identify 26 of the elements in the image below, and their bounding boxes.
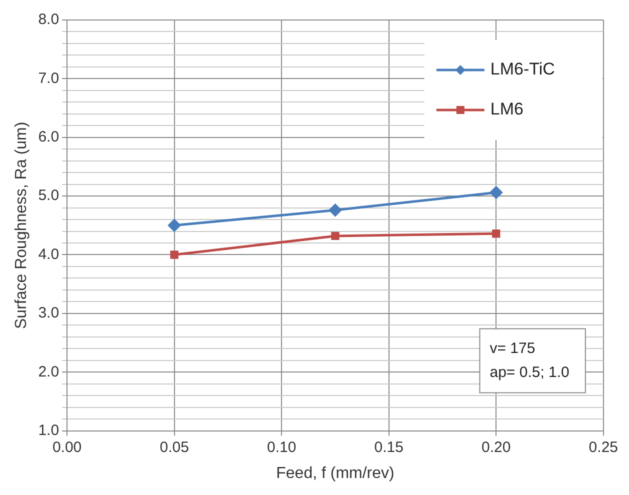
x-tick-label: 0.05 xyxy=(160,438,189,456)
point xyxy=(492,230,500,238)
x-tick-label: 0.10 xyxy=(266,438,296,456)
annotation: ap= 0.5; 1.0 xyxy=(490,364,570,381)
y-tick-label: 3.0 xyxy=(38,304,60,322)
point xyxy=(328,204,342,216)
x-tick-label: 0.00 xyxy=(52,438,82,456)
point xyxy=(168,219,181,232)
point xyxy=(490,186,502,199)
legend-label: LM6 xyxy=(490,100,524,119)
y-tick-label: 4.0 xyxy=(38,246,60,263)
y-axis-title: Surface Roughness, Ra (um) xyxy=(13,122,30,329)
x-axis-title: Feed, f (mm/rev) xyxy=(276,464,394,482)
y-tick-label: 1.0 xyxy=(38,422,60,439)
annotation: v= 175 xyxy=(490,340,536,357)
y-tick-label: 6.0 xyxy=(38,128,60,146)
y-tick-label: 5.0 xyxy=(38,187,60,204)
y-tick-label: 7.0 xyxy=(38,70,60,87)
x-tick-label: 0.20 xyxy=(482,438,511,456)
y-tick-label: 2.0 xyxy=(38,363,60,380)
legend-label: LM6-TiC xyxy=(490,60,555,79)
y-tick-label: 8.0 xyxy=(38,11,60,28)
x-tick-label: 0.15 xyxy=(374,438,404,456)
point xyxy=(170,250,178,259)
x-tick-label: 0.25 xyxy=(588,438,618,456)
point xyxy=(331,232,340,240)
